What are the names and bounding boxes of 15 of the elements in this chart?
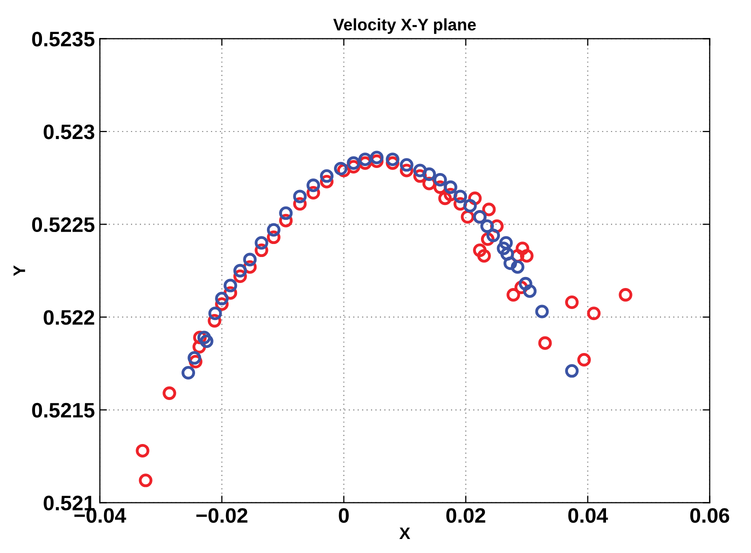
x-tick-label: 0.02	[446, 508, 486, 523]
y-tick-label: 0.5215	[32, 402, 94, 418]
y-tick-label: 0.522	[44, 310, 94, 325]
y-axis-title: Y	[14, 265, 26, 276]
y-tick-label: 0.521	[44, 496, 94, 510]
y-tick-label: 0.523	[44, 124, 94, 140]
x-tick-label: 0.04	[568, 508, 608, 523]
x-tick-label: −0.02	[196, 508, 248, 523]
x-tick-label: 0.06	[690, 508, 730, 523]
chart-title: Velocity X-Y plane	[333, 18, 476, 34]
y-tick-label: 0.5225	[32, 217, 94, 232]
y-tick-label: 0.5235	[32, 32, 94, 46]
x-tick-label: 0	[338, 508, 349, 523]
x-tick-label: −0.04	[74, 508, 126, 523]
x-axis-title: X	[399, 528, 410, 540]
